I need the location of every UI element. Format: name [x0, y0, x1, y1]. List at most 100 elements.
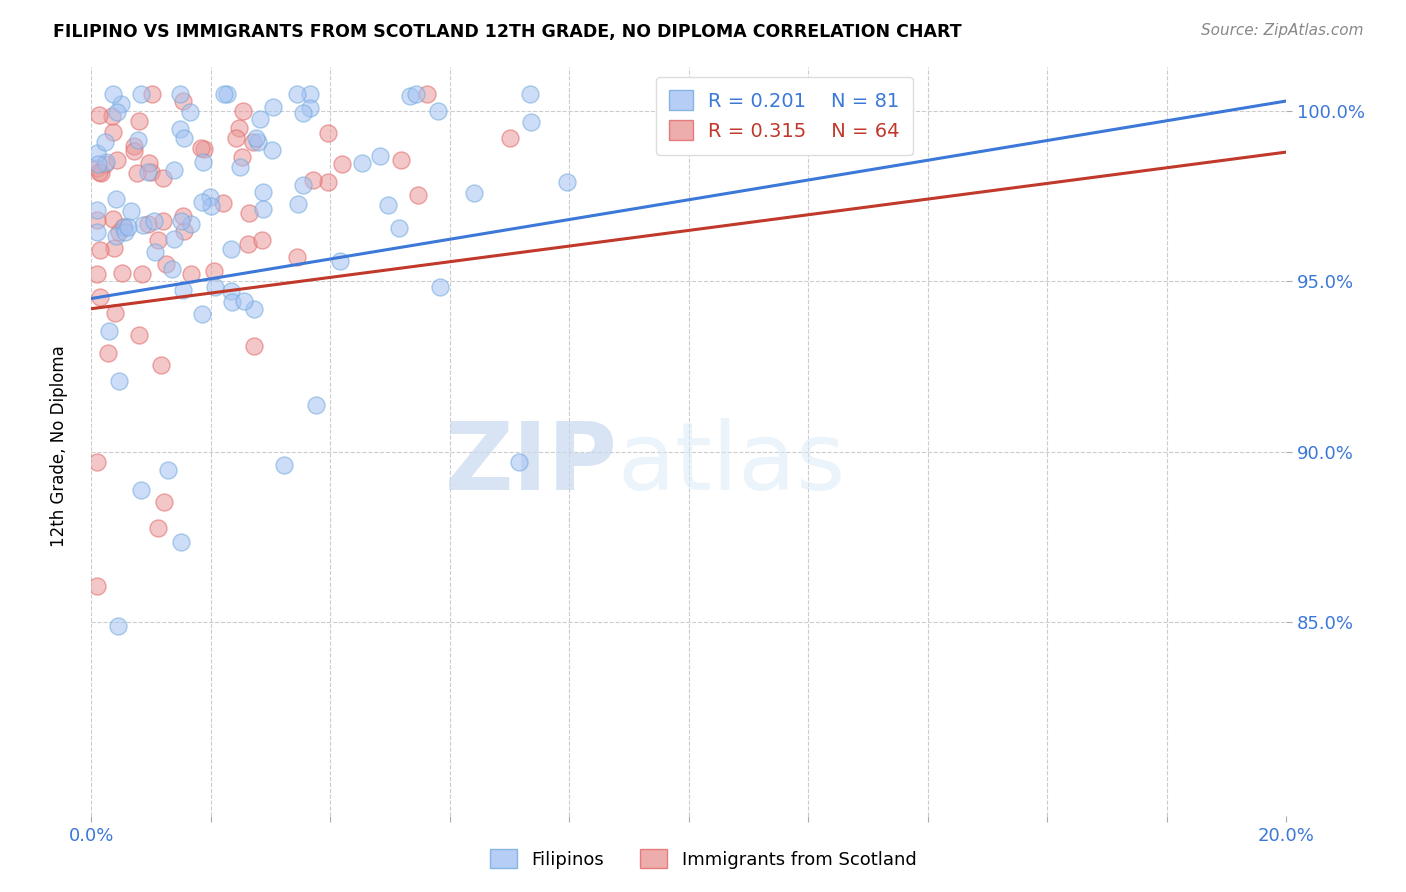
Point: [101, 125, 124, 139]
Point: [94, 157, 117, 171]
Point: [87, 165, 110, 179]
Point: [86, 225, 108, 239]
Point: [221, 295, 243, 310]
Point: [89, 166, 111, 180]
Point: [112, 219, 135, 234]
Point: [388, 221, 411, 235]
Point: [117, 219, 139, 234]
Text: ZIP: ZIP: [444, 418, 617, 510]
Point: [162, 262, 184, 277]
Point: [114, 225, 136, 239]
Point: [557, 175, 579, 189]
Point: [127, 132, 149, 146]
Point: [86, 455, 108, 469]
Point: [89, 290, 111, 304]
Point: [377, 198, 399, 212]
Point: [93, 135, 115, 149]
Point: [155, 257, 177, 271]
Point: [156, 463, 179, 477]
Point: [128, 328, 150, 343]
Point: [86, 161, 108, 175]
Point: [228, 121, 250, 136]
Point: [107, 374, 129, 388]
Point: [238, 205, 260, 219]
Point: [122, 144, 145, 158]
Point: [112, 219, 135, 234]
Point: [243, 301, 266, 316]
Point: [120, 204, 142, 219]
Legend: R = 0.201    N = 81, R = 0.315    N = 64: R = 0.201 N = 81, R = 0.315 N = 64: [655, 77, 914, 154]
Point: [416, 87, 439, 102]
Point: [520, 114, 543, 128]
Point: [287, 196, 309, 211]
Point: [104, 229, 127, 244]
Point: [242, 135, 264, 149]
Point: [204, 264, 226, 278]
Point: [98, 324, 121, 338]
Point: [169, 122, 191, 136]
Point: [97, 346, 120, 360]
Point: [146, 521, 169, 535]
Point: [350, 155, 373, 169]
Point: [173, 130, 195, 145]
Point: [243, 339, 266, 353]
Point: [298, 87, 321, 102]
Point: [285, 250, 308, 264]
Point: [212, 196, 235, 211]
Point: [252, 185, 274, 199]
Point: [304, 398, 326, 412]
Point: [141, 87, 163, 102]
Point: [191, 194, 214, 209]
Text: FILIPINO VS IMMIGRANTS FROM SCOTLAND 12TH GRADE, NO DIPLOMA CORRELATION CHART: FILIPINO VS IMMIGRANTS FROM SCOTLAND 12T…: [53, 23, 962, 41]
Point: [138, 156, 160, 170]
Point: [262, 143, 284, 157]
Point: [103, 241, 125, 255]
Point: [179, 105, 201, 120]
Point: [128, 114, 150, 128]
Point: [142, 214, 165, 228]
Point: [200, 198, 222, 212]
Point: [298, 102, 321, 116]
Text: Source: ZipAtlas.com: Source: ZipAtlas.com: [1201, 23, 1364, 38]
Point: [152, 170, 174, 185]
Point: [110, 97, 132, 112]
Point: [87, 157, 110, 171]
Point: [301, 173, 323, 187]
Legend: Filipinos, Immigrants from Scotland: Filipinos, Immigrants from Scotland: [482, 842, 924, 876]
Point: [163, 232, 186, 246]
Point: [193, 154, 215, 169]
Point: [108, 225, 131, 239]
Point: [150, 358, 173, 372]
Point: [330, 157, 353, 171]
Point: [215, 87, 238, 102]
Point: [389, 153, 412, 168]
Point: [132, 219, 155, 233]
Point: [86, 579, 108, 593]
Point: [86, 203, 108, 218]
Point: [329, 253, 352, 268]
Point: [318, 175, 340, 189]
Point: [163, 163, 186, 178]
Point: [104, 306, 127, 320]
Point: [125, 166, 148, 180]
Point: [233, 293, 256, 308]
Point: [101, 109, 124, 123]
Point: [204, 280, 226, 294]
Point: [131, 483, 153, 498]
Point: [754, 102, 776, 116]
Point: [129, 87, 152, 102]
Point: [225, 130, 247, 145]
Point: [105, 192, 128, 206]
Point: [508, 455, 530, 469]
Point: [138, 164, 160, 178]
Point: [131, 267, 153, 281]
Point: [408, 188, 430, 202]
Point: [229, 160, 252, 174]
Text: atlas: atlas: [617, 418, 845, 510]
Point: [273, 458, 295, 472]
Point: [146, 233, 169, 247]
Point: [172, 94, 194, 108]
Point: [249, 112, 271, 126]
Point: [252, 233, 274, 247]
Point: [232, 103, 254, 118]
